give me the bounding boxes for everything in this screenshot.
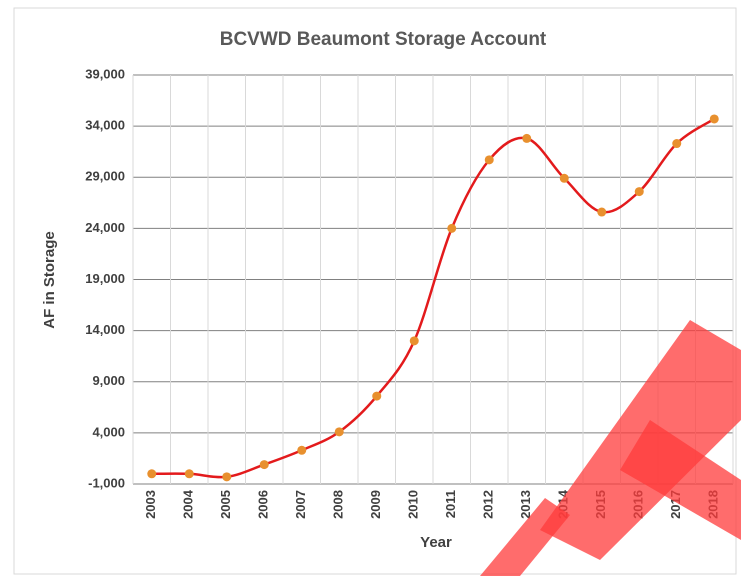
x-axis-title: Year xyxy=(420,534,452,551)
x-tick-label: 2005 xyxy=(218,490,233,519)
marker xyxy=(259,460,269,470)
x-tick-label: 2003 xyxy=(143,490,158,519)
line xyxy=(151,117,715,479)
marker xyxy=(559,173,569,183)
x-tick-label: 2004 xyxy=(181,489,196,519)
marker xyxy=(334,427,344,437)
y-tick-label: 29,000 xyxy=(85,169,125,184)
marker xyxy=(709,114,719,124)
x-tick-label: 2009 xyxy=(368,490,383,519)
marker xyxy=(222,472,232,482)
y-tick-label: -1,000 xyxy=(88,475,125,490)
marker xyxy=(634,187,644,197)
y-tick-label: 4,000 xyxy=(92,424,125,439)
y-tick-label: 19,000 xyxy=(85,271,125,286)
y-axis-title: AF in Storage xyxy=(41,231,58,329)
x-tick-label: 2006 xyxy=(256,490,271,519)
watermark xyxy=(620,420,741,540)
x-tick-label: 2011 xyxy=(443,490,458,518)
marker xyxy=(597,207,607,217)
marker xyxy=(184,469,194,479)
marker xyxy=(372,391,382,401)
y-tick-label: 14,000 xyxy=(85,322,125,337)
x-tick-label: 2010 xyxy=(406,490,421,519)
marker xyxy=(522,133,532,143)
marker xyxy=(147,469,157,479)
x-tick-label: 2012 xyxy=(481,490,496,519)
marker xyxy=(672,139,682,149)
x-tick-label: 2013 xyxy=(518,490,533,519)
y-tick-label: 39,000 xyxy=(85,66,125,81)
y-tick-label: 34,000 xyxy=(85,118,125,133)
chart-title: BCVWD Beaumont Storage Account xyxy=(220,29,547,50)
marker xyxy=(484,155,494,165)
x-tick-label: 2007 xyxy=(293,490,308,519)
y-tick-label: 24,000 xyxy=(85,220,125,235)
marker xyxy=(409,336,419,346)
y-tick-label: 9,000 xyxy=(92,373,125,388)
marker xyxy=(297,445,307,455)
watermark xyxy=(480,498,570,576)
x-tick-label: 2008 xyxy=(331,490,346,519)
marker xyxy=(447,223,457,233)
